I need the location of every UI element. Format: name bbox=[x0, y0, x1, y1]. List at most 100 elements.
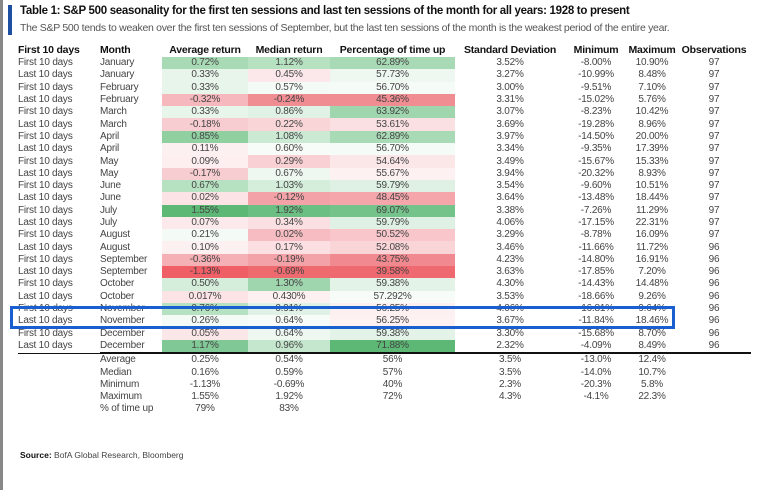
cell-median-return: 0.29% bbox=[248, 155, 330, 168]
cell-month: January bbox=[100, 69, 135, 81]
cell-month: March bbox=[100, 106, 127, 118]
cell-month: December bbox=[100, 339, 162, 355]
cell-median-return: -0.19% bbox=[248, 253, 330, 267]
cell-median-return: 0.60% bbox=[248, 143, 330, 156]
cell-minimum: -13.48% bbox=[578, 192, 614, 204]
cell-period: Last 10 days bbox=[18, 339, 100, 354]
table-row: Last 10 days January 0.33% 0.45% 57.73% 3.27%… bbox=[18, 69, 751, 82]
cell-period: Last 10 days bbox=[18, 315, 73, 327]
table-row-highlighted: Last 10 days October 0.017% 0.430% 57.292% 3.… bbox=[18, 290, 751, 303]
cell-average-return: 1.55% bbox=[162, 204, 248, 217]
summary-percentage-up: 72% bbox=[382, 391, 403, 403]
cell-std-dev: 3.27% bbox=[496, 69, 524, 81]
cell-average-return: 0.50% bbox=[162, 278, 248, 291]
header-observations: Observations bbox=[681, 43, 747, 56]
cell-period: Last 10 days bbox=[18, 69, 73, 81]
header-month: Month bbox=[100, 43, 131, 56]
cell-observations: 96 bbox=[708, 241, 720, 253]
table-row: Last 10 days November 0.26% 0.64% 56.25% 3.67… bbox=[18, 315, 751, 328]
cell-month: October bbox=[100, 278, 135, 290]
cell-average-return: 0.017% bbox=[162, 290, 248, 303]
cell-month: May bbox=[100, 167, 119, 179]
cell-median-return: 0.64% bbox=[248, 327, 330, 340]
cell-observations: 96 bbox=[708, 266, 720, 278]
table-row: Last 10 days February -0.32% -0.24% 45.36% 3.… bbox=[18, 93, 751, 107]
cell-std-dev: 4.23% bbox=[496, 253, 524, 265]
cell-average-return: 0.09% bbox=[162, 155, 248, 168]
cell-maximum: 8.49% bbox=[627, 339, 677, 355]
summary-summary-label: % of time up bbox=[100, 403, 154, 415]
cell-median-return: 0.96% bbox=[248, 339, 330, 355]
cell-month: April bbox=[100, 143, 120, 155]
cell-month: September bbox=[100, 266, 148, 278]
source-text: BofA Global Research, Bloomberg bbox=[54, 450, 184, 460]
table-row: First 10 days February 0.33% 0.57% 56.70% 3.0… bbox=[18, 81, 751, 94]
cell-maximum: 10.51% bbox=[635, 180, 669, 192]
cell-std-dev: 3.29% bbox=[496, 229, 524, 241]
cell-observations: 97 bbox=[708, 130, 720, 142]
cell-maximum: 16.09% bbox=[635, 229, 669, 241]
cell-minimum: -14.50% bbox=[578, 130, 614, 142]
table-row: First 10 days January 0.72% 1.12% 62.89% 3.52… bbox=[18, 57, 751, 70]
empty-cell bbox=[18, 403, 100, 415]
cell-observations: 97 bbox=[708, 229, 720, 241]
table-row: First 10 days August 0.21% 0.02% 50.52% 3.29%… bbox=[18, 229, 751, 242]
cell-std-dev: 3.63% bbox=[496, 266, 524, 278]
cell-percentage-up: 43.75% bbox=[330, 253, 455, 267]
cell-month: March bbox=[100, 118, 127, 130]
summary-maximum: 22.3% bbox=[638, 391, 666, 403]
cell-observations: 97 bbox=[708, 106, 720, 118]
cell-percentage-up: 57.292% bbox=[330, 290, 455, 303]
cell-period: First 10 days bbox=[18, 57, 73, 69]
cell-median-return: -0.69% bbox=[248, 266, 330, 279]
cell-percentage-up: 62.89% bbox=[330, 130, 455, 144]
table-row: First 10 days April 0.85% 1.08% 62.89% 3.97% -… bbox=[18, 130, 751, 144]
summary-maximum: 5.8% bbox=[641, 378, 663, 390]
cell-observations: 97 bbox=[708, 118, 720, 130]
cell-percentage-up: 55.67% bbox=[330, 167, 455, 180]
cell-period: First 10 days bbox=[18, 253, 73, 265]
cell-minimum: -4.09% bbox=[565, 339, 627, 355]
cell-maximum: 8.48% bbox=[638, 69, 666, 81]
summary-average-return: -1.13% bbox=[189, 378, 221, 390]
cell-median-return: 1.30% bbox=[248, 278, 330, 291]
cell-minimum: -20.32% bbox=[578, 167, 614, 179]
cell-month: August bbox=[100, 241, 130, 253]
cell-std-dev: 3.30% bbox=[496, 327, 524, 339]
title-accent-bar bbox=[8, 5, 12, 35]
cell-average-return: 0.02% bbox=[162, 192, 248, 205]
cell-minimum: -8.78% bbox=[580, 229, 612, 241]
cell-average-return: 0.67% bbox=[162, 179, 248, 193]
cell-std-dev: 3.54% bbox=[496, 180, 524, 192]
table-row: First 10 days July 1.55% 1.92% 69.07% 3.38% -7… bbox=[18, 204, 751, 217]
summary-percentage-up: 56% bbox=[382, 354, 403, 366]
summary-minimum bbox=[565, 403, 627, 415]
cell-percentage-up: 54.64% bbox=[330, 155, 455, 168]
header-average-return: Average return bbox=[169, 43, 241, 56]
table-row: Last 10 days June 0.02% -0.12% 48.45% 3.64% -1… bbox=[18, 192, 751, 205]
cell-average-return: 0.07% bbox=[162, 216, 248, 230]
cell-minimum: -11.84% bbox=[578, 315, 614, 327]
cell-median-return: 1.03% bbox=[248, 179, 330, 193]
cell-percentage-up: 56.70% bbox=[330, 81, 455, 94]
cell-maximum: 20.00% bbox=[635, 130, 669, 142]
cell-observations: 96 bbox=[708, 315, 720, 327]
cell-observations: 96 bbox=[708, 253, 720, 265]
cell-average-return: 0.26% bbox=[162, 315, 248, 328]
cell-minimum: -9.35% bbox=[580, 143, 612, 155]
cell-observations: 97 bbox=[708, 180, 720, 192]
cell-average-return: -0.32% bbox=[162, 93, 248, 107]
summary-average-return: 0.16% bbox=[191, 366, 219, 378]
cell-observations: 96 bbox=[677, 339, 751, 355]
table-row: First 10 days September -0.36% -0.19% 43.75%… bbox=[18, 253, 751, 267]
cell-observations: 97 bbox=[708, 143, 720, 155]
table-row: Last 10 days July 0.07% 0.34% 59.79% 4.06% -17… bbox=[18, 216, 751, 230]
cell-period: Last 10 days bbox=[18, 167, 73, 179]
cell-observations: 96 bbox=[708, 278, 720, 290]
cell-month: July bbox=[100, 204, 117, 216]
cell-observations: 97 bbox=[708, 155, 720, 167]
summary-percentage-up: 40% bbox=[382, 378, 403, 390]
cell-percentage-up: 56.70% bbox=[330, 143, 455, 156]
cell-percentage-up: 63.92% bbox=[330, 106, 455, 119]
summary-summary-label: Median bbox=[100, 366, 132, 378]
